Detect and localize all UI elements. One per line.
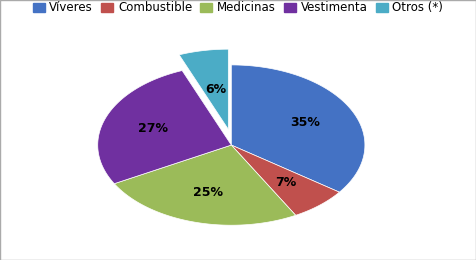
Polygon shape <box>179 49 228 129</box>
Polygon shape <box>114 145 296 225</box>
Legend: Víveres, Combustible, Medicinas, Vestimenta, Otros (*): Víveres, Combustible, Medicinas, Vestime… <box>28 0 448 19</box>
Polygon shape <box>98 70 231 184</box>
Text: 7%: 7% <box>276 176 297 189</box>
Text: 35%: 35% <box>290 116 320 129</box>
Polygon shape <box>231 65 365 192</box>
Polygon shape <box>231 145 339 215</box>
Text: 25%: 25% <box>193 186 223 199</box>
Text: 27%: 27% <box>139 122 169 135</box>
Text: 6%: 6% <box>205 83 227 96</box>
